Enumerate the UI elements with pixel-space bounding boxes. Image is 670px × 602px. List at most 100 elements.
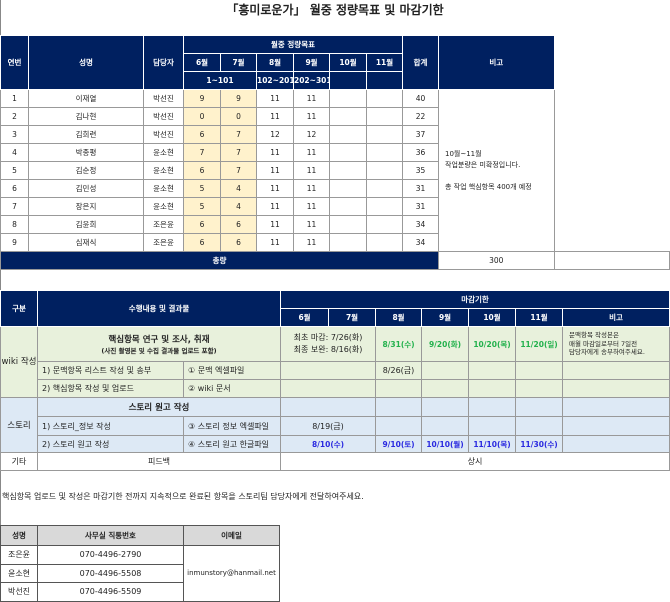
story-date-10: 11/10(목) bbox=[468, 435, 517, 453]
cell-m7: 7 bbox=[220, 161, 257, 180]
month-7: 7월 bbox=[328, 308, 377, 327]
wiki-date-8: 8/31(수) bbox=[375, 326, 423, 362]
cell-m6: 7 bbox=[183, 143, 221, 162]
wiki-date-9: 9/20(화) bbox=[421, 326, 470, 362]
instruction-message: 핵심항목 업로드 및 작성은 마감기한 전까지 지속적으로 완료된 항목을 스토… bbox=[2, 492, 364, 501]
etc-task: 피드백 bbox=[36, 452, 282, 471]
empty-cell bbox=[329, 89, 367, 108]
cell-m9: 11 bbox=[293, 107, 330, 126]
cell-m8: 11 bbox=[256, 107, 294, 126]
cell-total: 34 bbox=[402, 233, 440, 252]
cell-m8: 11 bbox=[256, 179, 294, 198]
empty-cell bbox=[329, 197, 367, 216]
wiki-task-2: 2) 핵심항목 작성 및 업로드 bbox=[37, 379, 184, 398]
cell-m8: 11 bbox=[256, 197, 294, 216]
cell-total: 36 bbox=[402, 143, 440, 162]
remark-line: 문맥항목 작성본은 bbox=[569, 331, 619, 340]
quota-table: 연번 성명 담당자 월중 정량목표 합계 비고 6월 7월 8월 9월 10월 … bbox=[0, 35, 670, 270]
remark-line: 매월 마감일로부터 7일전 bbox=[569, 339, 638, 348]
header-name: 성명 bbox=[0, 525, 38, 546]
table-row: 5 김순정 윤소현 6 7 11 11 35 bbox=[0, 161, 670, 180]
contact-phone: 070-4496-5508 bbox=[37, 563, 184, 583]
category-wiki: wiki 작성 bbox=[0, 326, 38, 398]
cell-m8: 11 bbox=[256, 161, 294, 180]
header-task: 수행내용 및 결과물 bbox=[36, 290, 282, 327]
range-empty bbox=[365, 71, 404, 90]
cell-m7: 6 bbox=[220, 233, 257, 252]
spacer bbox=[445, 171, 553, 182]
cell-m9: 11 bbox=[293, 179, 330, 198]
empty-cell bbox=[365, 233, 404, 252]
header-category: 구분 bbox=[0, 290, 38, 327]
empty-cell bbox=[375, 379, 423, 398]
remark-line: 담당자에게 송부하여주세요. bbox=[569, 348, 645, 357]
empty-cell bbox=[468, 361, 517, 380]
empty-cell bbox=[375, 397, 423, 417]
contact-name: 윤소현 bbox=[0, 563, 38, 583]
table-row: 9 심재식 조은윤 6 6 11 11 34 bbox=[0, 233, 670, 252]
cell-m7: 9 bbox=[220, 89, 257, 108]
wiki-first-deadlines: 최초 마감: 7/26(화) 최종 보완: 8/16(화) bbox=[280, 326, 377, 362]
header-total: 합계 bbox=[402, 35, 440, 90]
story-output-2: ④ 스토리 원고 한글파일 bbox=[182, 435, 282, 453]
category-story: 스토리 bbox=[0, 397, 38, 453]
table-row: 8 김윤희 조은윤 6 6 11 11 34 bbox=[0, 215, 670, 234]
month-10: 10월 bbox=[468, 308, 517, 327]
empty-cell bbox=[515, 379, 564, 398]
page-title: 「흥미로운가」 월중 정량목표 및 마감기한 bbox=[226, 3, 444, 17]
empty-cell bbox=[468, 379, 517, 398]
empty-cell bbox=[280, 379, 377, 398]
contact-email[interactable]: inmunstory@hanmail.net bbox=[183, 545, 280, 602]
empty-cell bbox=[329, 233, 367, 252]
cell-name: 김민성 bbox=[28, 179, 144, 198]
empty-cell bbox=[421, 416, 470, 436]
cell-name: 김희련 bbox=[28, 125, 144, 144]
cell-total: 31 bbox=[402, 179, 440, 198]
empty-cell bbox=[329, 107, 367, 126]
cell-m6: 9 bbox=[183, 89, 221, 108]
range-1: 1~101 bbox=[183, 71, 257, 90]
empty-cell bbox=[365, 215, 404, 234]
cell-m8: 11 bbox=[256, 143, 294, 162]
cell-m6: 6 bbox=[183, 125, 221, 144]
cell-total: 34 bbox=[402, 215, 440, 234]
cell-m8: 11 bbox=[256, 89, 294, 108]
empty-cell bbox=[365, 143, 404, 162]
empty-cell bbox=[365, 161, 404, 180]
cell-m7: 4 bbox=[220, 197, 257, 216]
cell-m8: 11 bbox=[256, 215, 294, 234]
empty-cell bbox=[329, 215, 367, 234]
empty-cell bbox=[562, 379, 670, 398]
table-row: 6 김민성 윤소현 5 4 11 11 31 bbox=[0, 179, 670, 198]
wiki-remark: 문맥항목 작성본은 매월 마감일로부터 7일전 담당자에게 송부하여주세요. bbox=[562, 326, 670, 362]
total-remarks bbox=[553, 251, 670, 270]
etc-deadline: 상시 bbox=[280, 452, 670, 471]
month-10: 10월 bbox=[329, 53, 367, 72]
month-6: 6월 bbox=[280, 308, 330, 327]
quota-remark: 10월~11월 작업분량은 미확정입니다. 총 작업 핵심항목 400개 예정 bbox=[438, 89, 555, 252]
cell-m7: 7 bbox=[220, 125, 257, 144]
deadline-table: 구분 수행내용 및 결과물 마감기한 6월 7월 8월 9월 10월 11월 비… bbox=[0, 290, 670, 471]
cell-m9: 12 bbox=[293, 125, 330, 144]
table-row: 3 김희련 박선진 6 7 12 12 37 bbox=[0, 125, 670, 144]
cell-no: 9 bbox=[0, 233, 29, 252]
cell-m7: 7 bbox=[220, 143, 257, 162]
table-row: 4 박종평 윤소현 7 7 11 11 36 bbox=[0, 143, 670, 162]
story-date-9: 10/10(월) bbox=[421, 435, 470, 453]
range-3: 202~301 bbox=[293, 71, 330, 90]
empty-cell bbox=[515, 397, 564, 417]
contact-phone: 070-4496-5509 bbox=[37, 582, 184, 602]
cell-name: 이재열 bbox=[28, 89, 144, 108]
cell-m8: 12 bbox=[256, 125, 294, 144]
empty-cell bbox=[421, 379, 470, 398]
empty-cell bbox=[365, 179, 404, 198]
cell-m6: 5 bbox=[183, 179, 221, 198]
table-row: 7 장은지 윤소현 5 4 11 11 31 bbox=[0, 197, 670, 216]
cell-name: 김순정 bbox=[28, 161, 144, 180]
empty-cell bbox=[421, 361, 470, 380]
wiki-output-2: ② wiki 문서 bbox=[182, 379, 282, 398]
header-manager: 담당자 bbox=[143, 35, 184, 90]
final-revision: 최종 보완: 8/16(화) bbox=[293, 345, 363, 354]
cell-total: 22 bbox=[402, 107, 440, 126]
cell-m9: 11 bbox=[293, 197, 330, 216]
